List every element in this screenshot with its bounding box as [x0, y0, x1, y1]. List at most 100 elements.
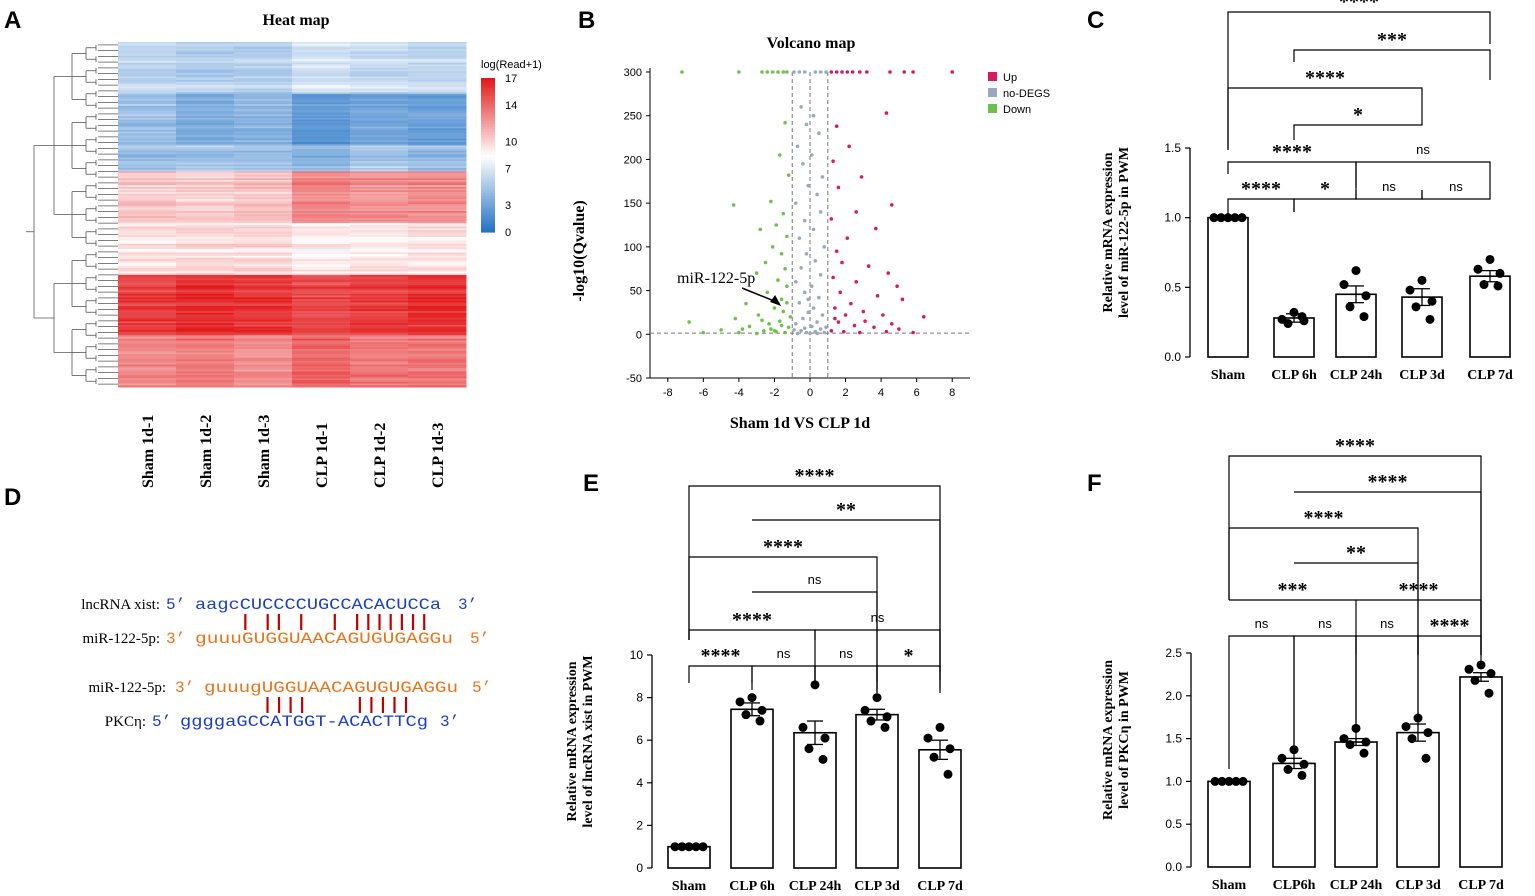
volcano-point-no-degs [818, 70, 823, 74]
colorbar-segment [481, 144, 495, 148]
heat-map-cell [176, 97, 235, 100]
volcano-point-no-degs [806, 310, 811, 315]
heat-map-cell [118, 300, 177, 303]
heat-map-cell [408, 192, 467, 195]
seq2-top-sequence: guuugUGGUAACAGUGUGAGGu [204, 679, 458, 697]
heat-map-cell [408, 190, 467, 193]
heat-map-cell [234, 226, 293, 229]
heat-map-cell [118, 383, 177, 386]
significance-bracket [1417, 635, 1482, 726]
heat-map-cell [118, 185, 177, 188]
heat-map-cell [292, 126, 351, 129]
bar [1459, 676, 1503, 868]
heat-map-cell [176, 350, 235, 353]
heat-map-cell [118, 235, 177, 238]
heat-map-cell [292, 355, 351, 359]
heat-map-cell [176, 169, 235, 172]
heat-map-cell [176, 352, 235, 355]
heat-map-cell [292, 98, 351, 102]
data-point [691, 842, 701, 852]
heat-map-cell [350, 299, 409, 302]
heat-map-cell [176, 209, 235, 212]
heat-map-cell [292, 328, 351, 331]
heat-map-cell [350, 71, 409, 74]
heat-map-cell [292, 48, 351, 52]
heat-map-cell [118, 47, 177, 50]
heat-map-cell [292, 209, 351, 212]
heat-map-cell [118, 245, 177, 248]
heat-map-cell [350, 300, 409, 303]
heat-map-cell [408, 223, 467, 226]
heat-map-cell [350, 202, 409, 205]
heat-map-cell [292, 133, 351, 136]
heat-map-cell [350, 173, 409, 176]
heat-map-cell [118, 335, 177, 338]
heat-map-cell [234, 74, 293, 77]
heat-map-cell [408, 93, 467, 96]
data-point [1405, 285, 1415, 295]
data-point [1473, 264, 1483, 274]
heat-map-cell [350, 107, 409, 110]
volcano-point-no-degs [795, 144, 800, 149]
volcano-point-up [854, 280, 859, 284]
colorbar-segment [481, 208, 495, 213]
volcano-point-up [861, 309, 866, 314]
significance-label: ns [871, 610, 885, 625]
volcano-point-no-degs [815, 192, 819, 197]
significance-label: ns [1449, 179, 1463, 194]
data-point [1493, 281, 1503, 291]
heat-map-cell [292, 309, 351, 312]
heat-map-cell [408, 195, 467, 198]
heat-map-cell [350, 186, 409, 190]
heat-map-cell [408, 83, 467, 86]
heat-map-cell [292, 347, 351, 350]
heat-map-cell [118, 326, 177, 329]
heat-map-cell [118, 140, 177, 143]
volcano-point-down [744, 301, 748, 306]
heat-map-cell [118, 262, 177, 266]
heat-map-cell [408, 197, 467, 200]
heat-map-cell [118, 361, 177, 364]
heat-map-cell [176, 128, 235, 131]
heat-map-cell [176, 181, 235, 184]
volcano-point-no-degs [809, 153, 814, 157]
heat-map-cell [292, 362, 351, 366]
heat-map-cell [176, 133, 235, 136]
volcano-point-down [783, 330, 787, 335]
heat-map-cell [350, 235, 409, 238]
heat-map-cell [176, 381, 235, 385]
heat-map-cell [118, 76, 177, 79]
heat-map-cell [292, 92, 351, 95]
heat-map-cell [350, 167, 409, 171]
heat-map-cell [234, 178, 293, 181]
heat-map-cell [408, 157, 467, 160]
heat-map-cell [234, 350, 293, 353]
heat-map-cell [292, 235, 351, 238]
heat-map-cell [292, 271, 351, 274]
heat-map-cell [118, 354, 177, 357]
heat-map-cell [118, 92, 177, 95]
heat-map-cell [350, 188, 409, 191]
volcano-point-down [781, 70, 786, 74]
heat-map-cell [408, 161, 467, 164]
volcano-point-no-degs [797, 301, 802, 305]
heat-map-cell [408, 88, 467, 91]
heat-map-cell [292, 243, 351, 247]
data-point [1345, 740, 1355, 750]
heat-map-column-labels: Sham 1d-1 Sham 1d-2 Sham 1d-3 CLP 1d-1 CLP 1… [140, 415, 447, 488]
heat-map-cell [118, 340, 177, 343]
heat-map-cell [408, 224, 467, 228]
heat-map-cell [118, 362, 177, 366]
heat-map-cell [350, 183, 409, 186]
bar-y-label: level of miR-122-5p in PWM [1117, 147, 1132, 318]
heat-map-cell [234, 209, 293, 212]
heat-map-cell [350, 376, 409, 379]
heat-map-cell [350, 336, 409, 340]
heat-map-cell [408, 54, 467, 57]
heat-map-cell [350, 311, 409, 314]
heat-map-cell [176, 200, 235, 203]
volcano-annotation: miR-122-5p [677, 270, 755, 287]
heat-map-cell [176, 223, 235, 226]
significance-bracket [1229, 599, 1357, 655]
heat-map-cell [118, 243, 177, 247]
